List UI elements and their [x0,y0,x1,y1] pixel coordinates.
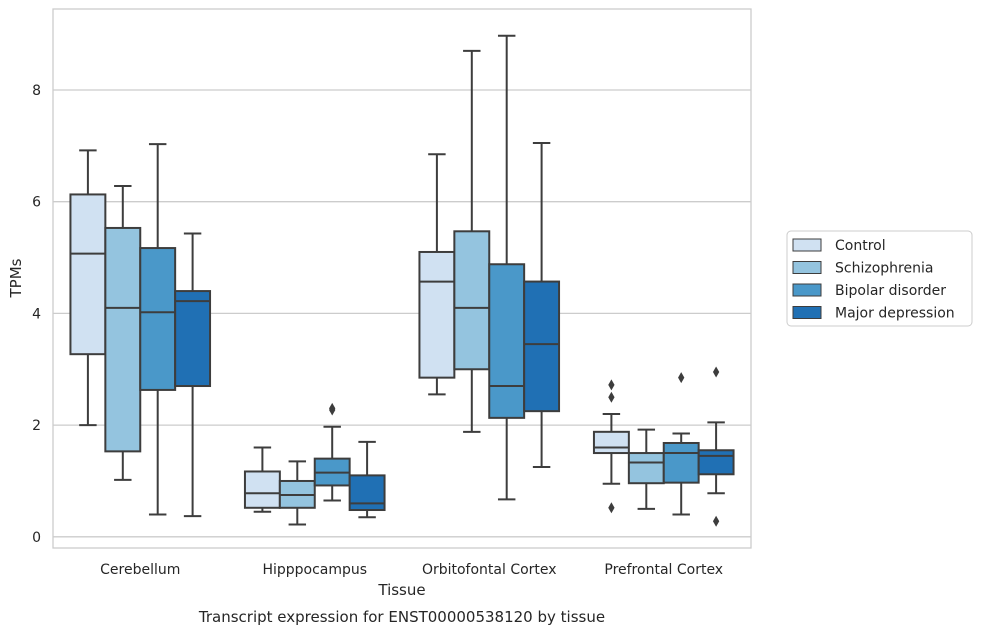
box-iqr [243,470,281,509]
box-0-3 [592,379,630,514]
box-iqr [69,193,107,356]
legend-swatch [792,306,822,319]
box-1-3 [627,428,665,510]
outlier-point [712,515,720,527]
x-tick-label: Cerebellum [100,562,180,578]
legend-label: Bipolar disorder [835,283,946,299]
box-iqr [418,250,456,379]
box-iqr [697,449,735,476]
x-tick-label: Hipppocampus [262,562,367,578]
box-iqr [488,263,526,419]
outlier-point [712,366,720,378]
box-3-2 [523,142,561,469]
box-2-1 [313,402,351,502]
box-3-1 [348,440,386,519]
legend-swatch [792,283,822,297]
box-iqr [139,247,177,391]
legend: Control Schizophrenia Bipolar disorder Majo… [786,230,973,327]
legend-frame [786,230,973,327]
box-iqr [523,280,561,413]
boxes [69,34,735,527]
plot-frame [52,8,752,549]
box-2-0 [139,143,177,516]
outlier-point [329,404,336,416]
y-tick-labels: 0 2 4 6 8 [32,83,41,546]
box-3-0 [174,232,212,518]
x-tick-label: Orbitofontal Cortex [422,562,557,578]
y-tick-label: 4 [32,306,41,322]
chart-caption: Transcript expression for ENST0000053812… [198,608,605,626]
legend-label: Schizophrenia [835,261,933,277]
y-tick-label: 6 [32,195,41,211]
legend-swatch [792,261,822,274]
y-axis-label: TPMs [7,258,25,298]
outlier-point [608,391,615,403]
box-2-3 [662,372,700,516]
box-iqr [592,430,630,455]
y-tick-label: 2 [32,418,41,434]
box-3-3 [697,366,735,527]
legend-swatch [792,238,822,252]
legend-label: Major depression [835,306,955,322]
outlier-point [678,372,685,384]
box-1-0 [104,185,142,481]
box-2-2 [488,34,526,501]
box-1-1 [278,460,316,526]
box-iqr [662,441,700,484]
box-iqr [453,230,491,371]
x-tick-label: Prefrontal Cortex [604,562,723,578]
legend-label: Control [835,238,886,254]
box-0-0 [69,149,107,427]
box-iqr [348,474,386,512]
box-0-2 [418,153,456,396]
box-iqr [174,290,212,388]
x-axis-label: Tissue [377,581,425,599]
y-tick-label: 8 [32,83,41,99]
outlier-point [608,379,615,391]
y-tick-label: 0 [32,530,41,546]
box-iqr [627,452,665,485]
box-iqr [104,226,142,453]
x-tick-labels: Cerebellum Hipppocampus Orbitofontal Corte… [100,562,723,578]
outlier-point [608,502,615,514]
legend-items: Control Schizophrenia Bipolar disorder Majo… [792,238,955,322]
box-0-1 [243,446,281,513]
box-1-2 [453,49,491,433]
